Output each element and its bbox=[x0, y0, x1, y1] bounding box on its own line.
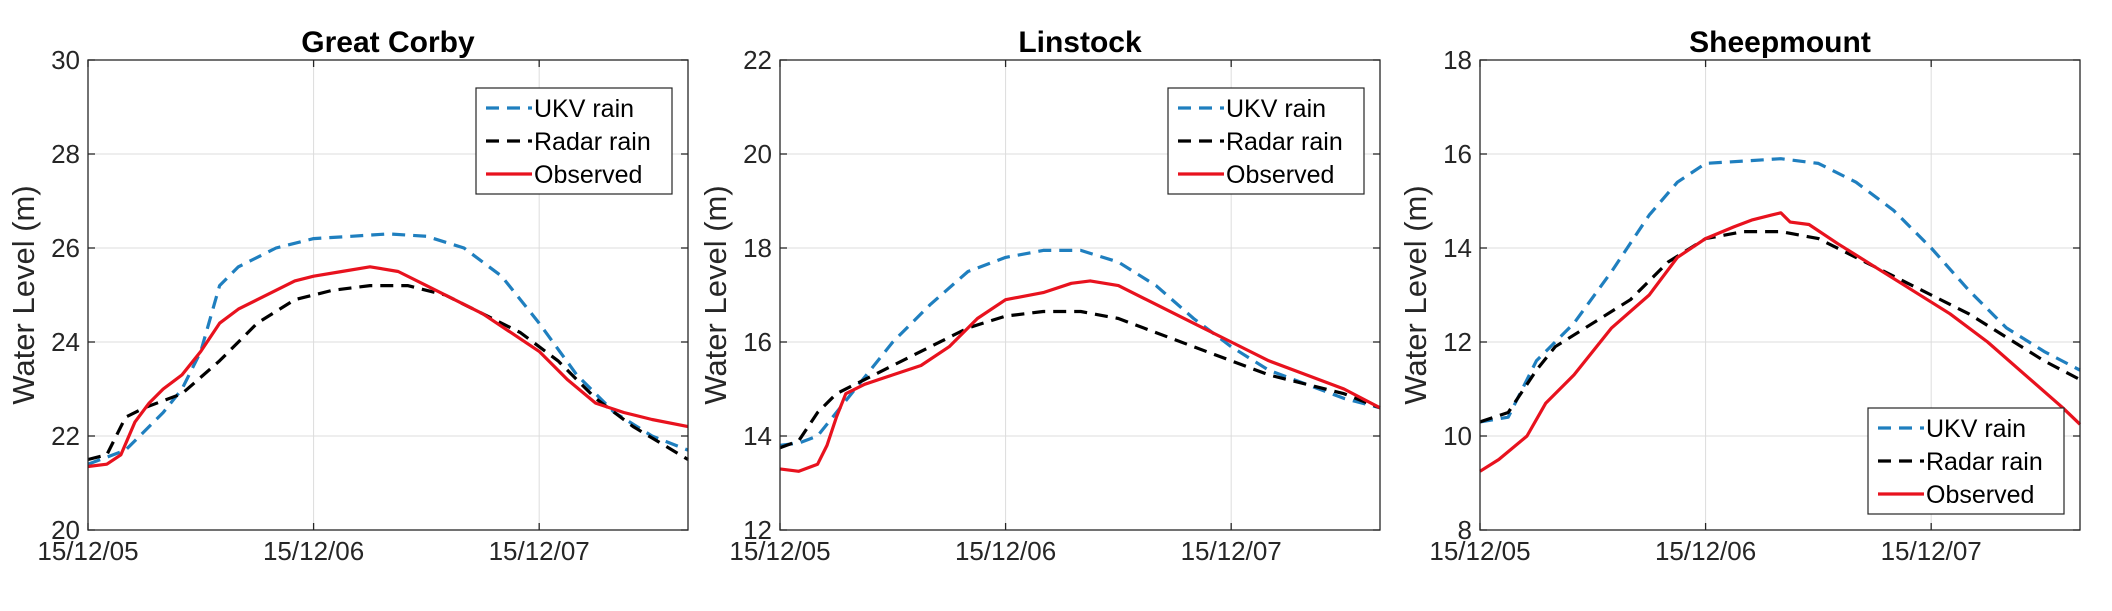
axes-box bbox=[87, 59, 689, 531]
legend-label: Observed bbox=[534, 161, 642, 189]
x-tick-label: 15/12/06 bbox=[1655, 536, 1756, 566]
legend-label: UKV rain bbox=[1226, 95, 1326, 123]
y-axis-label: Water Level (m) bbox=[1398, 185, 1433, 404]
y-tick-label: 30 bbox=[51, 45, 80, 75]
chart-title: Great Corby bbox=[301, 26, 475, 59]
axes-box bbox=[1479, 59, 2081, 531]
series-line-observed bbox=[87, 265, 689, 469]
y-tick-label: 14 bbox=[1443, 233, 1472, 263]
series-line-radar-rain bbox=[1479, 230, 2081, 424]
y-tick-label: 8 bbox=[1458, 515, 1472, 545]
series-line-ukv-rain bbox=[87, 232, 689, 466]
x-tick-label: 15/12/05 bbox=[37, 536, 138, 566]
y-tick-label: 20 bbox=[743, 139, 772, 169]
y-tick-label: 12 bbox=[1443, 327, 1472, 357]
series-line-observed bbox=[1479, 211, 2082, 473]
y-tick-label: 26 bbox=[51, 233, 80, 263]
y-tick-label: 14 bbox=[743, 421, 772, 451]
y-tick-label: 22 bbox=[743, 45, 772, 75]
chart-title: Sheepmount bbox=[1689, 26, 1871, 59]
legend-label: Radar rain bbox=[534, 128, 651, 156]
series-line-ukv-rain bbox=[1479, 157, 2081, 424]
y-tick-label: 20 bbox=[51, 515, 80, 545]
legend-label: UKV rain bbox=[1926, 415, 2026, 443]
y-tick-label: 24 bbox=[51, 327, 80, 357]
y-tick-label: 18 bbox=[1443, 45, 1472, 75]
y-tick-label: 18 bbox=[743, 233, 772, 263]
x-tick-label: 15/12/06 bbox=[955, 536, 1056, 566]
legend-label: Radar rain bbox=[1926, 448, 2043, 476]
x-tick-label: 15/12/07 bbox=[1181, 536, 1282, 566]
x-tick-label: 15/12/07 bbox=[489, 536, 590, 566]
series-line-radar-rain bbox=[779, 309, 1381, 450]
axes-box bbox=[779, 59, 1381, 531]
legend-label: Observed bbox=[1226, 161, 1334, 189]
chart-panel-3: 8 10 12 14 16 18 15/12/05 15/12/06 15/12/07 Sheep… bbox=[1398, 26, 2082, 566]
chart-panel-2: 12 14 16 18 20 22 15/12/05 15/12/06 15/12/07 Lins… bbox=[698, 26, 1381, 566]
chart-panel-1: 20 22 24 26 28 30 15/12/05 15/12/06 15/12/07 Grea… bbox=[6, 26, 689, 566]
legend-label: Observed bbox=[1926, 481, 2034, 509]
legend: UKV rain Radar rain Observed bbox=[1167, 87, 1365, 195]
y-tick-label: 16 bbox=[1443, 139, 1472, 169]
x-tick-label: 15/12/05 bbox=[729, 536, 830, 566]
y-tick-label: 10 bbox=[1443, 421, 1472, 451]
legend-label: Radar rain bbox=[1226, 128, 1343, 156]
y-tick-label: 16 bbox=[743, 327, 772, 357]
y-tick-label: 22 bbox=[51, 421, 80, 451]
legend-label: UKV rain bbox=[534, 95, 634, 123]
x-tick-label: 15/12/06 bbox=[263, 536, 364, 566]
series-line-radar-rain bbox=[87, 284, 689, 462]
x-tick-label: 15/12/05 bbox=[1429, 536, 1530, 566]
series-line-observed bbox=[779, 279, 1381, 473]
y-tick-label: 12 bbox=[743, 515, 772, 545]
y-tick-label: 28 bbox=[51, 139, 80, 169]
y-axis-label: Water Level (m) bbox=[698, 185, 733, 404]
x-tick-label: 15/12/07 bbox=[1881, 536, 1982, 566]
legend: UKV rain Radar rain Observed bbox=[475, 87, 673, 195]
chart-title: Linstock bbox=[1018, 26, 1142, 59]
y-axis-label: Water Level (m) bbox=[6, 185, 41, 404]
legend: UKV rain Radar rain Observed bbox=[1867, 407, 2065, 515]
